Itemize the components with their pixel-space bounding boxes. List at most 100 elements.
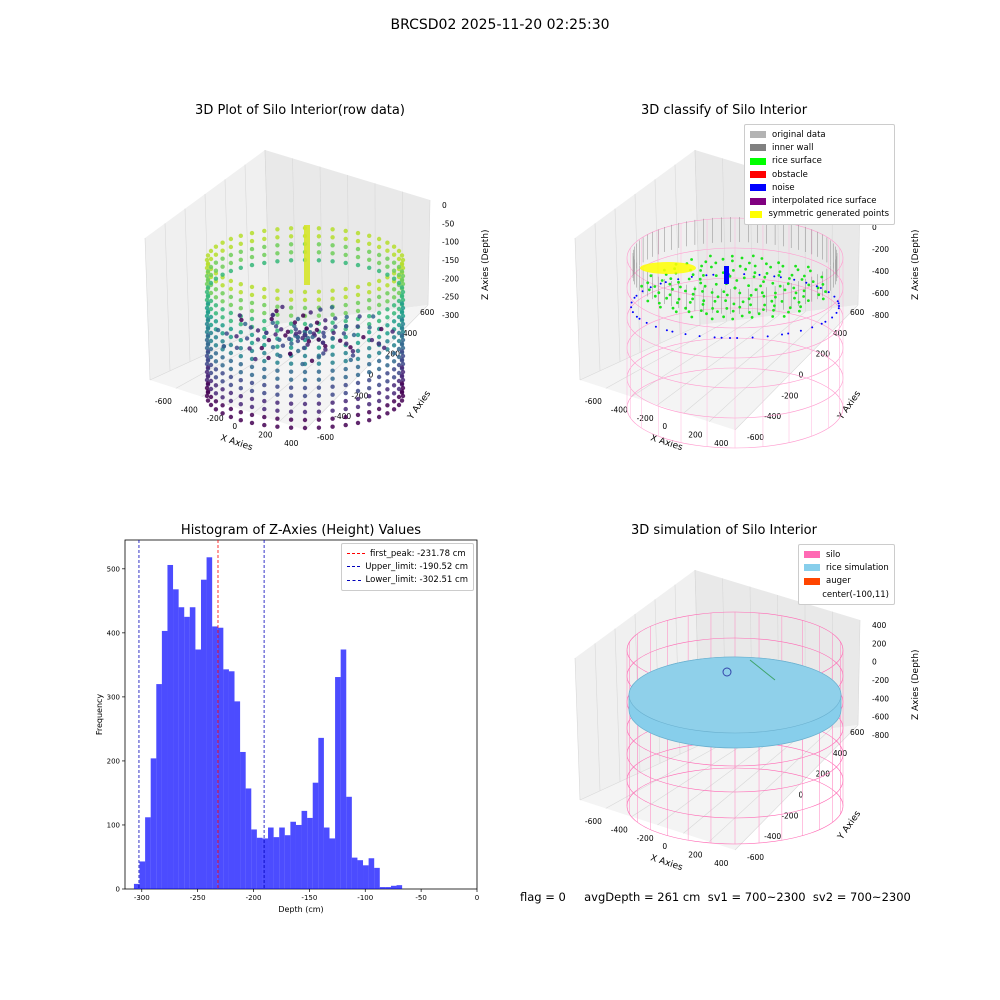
rice-surface-point — [660, 279, 664, 282]
raw-point — [376, 334, 382, 340]
raw-point — [367, 354, 372, 359]
raw-point — [262, 342, 267, 348]
rice-surface-point — [669, 277, 673, 280]
legend-label: first_peak: -231.78 cm — [370, 548, 466, 559]
rice-surface-point — [749, 293, 753, 297]
rice-surface-point — [721, 257, 725, 261]
raw-point — [367, 330, 372, 335]
raw-point — [213, 343, 219, 348]
y-axis-label: Frequency — [95, 694, 104, 736]
raw-point — [275, 392, 280, 397]
auger-line — [749, 659, 776, 681]
raw-point — [376, 302, 382, 308]
raw-point — [343, 374, 348, 380]
raw-point — [396, 322, 402, 328]
raw-point — [376, 366, 382, 372]
grid-line — [634, 193, 641, 353]
y-tick-label: 400 — [403, 329, 418, 338]
histogram-bar — [133, 883, 140, 889]
rice-surface-point — [749, 303, 752, 307]
raw-point — [396, 346, 402, 352]
raw-point — [348, 345, 353, 350]
x-axis-label: X Axies — [649, 433, 684, 453]
raw-point — [213, 359, 219, 364]
raw-point — [396, 394, 402, 400]
y-tick-label: -200 — [781, 391, 798, 400]
rice-surface-point — [693, 287, 697, 291]
histogram-bar — [200, 579, 207, 889]
raw-point — [355, 364, 361, 370]
raw-point — [302, 329, 307, 334]
raw-point — [367, 394, 372, 399]
histogram-bar — [173, 589, 179, 889]
raw-point — [367, 265, 372, 270]
grid-line — [722, 158, 727, 322]
raw-point — [205, 317, 211, 322]
raw-point — [355, 292, 361, 298]
raw-point — [296, 348, 301, 354]
raw-point — [391, 351, 397, 356]
legend-entry: center(-100,11) — [804, 588, 889, 601]
raw-point — [391, 335, 397, 340]
raw-point — [302, 417, 308, 423]
noise-point — [736, 337, 739, 339]
raw-point — [221, 344, 227, 349]
raw-point — [275, 424, 280, 429]
x-axis-label: Depth (cm) — [278, 905, 323, 914]
raw-point — [249, 332, 255, 338]
rice-surface-point — [716, 310, 719, 313]
legend-swatch — [750, 131, 766, 139]
raw-point — [330, 312, 335, 317]
x-tick-label: -400 — [611, 406, 628, 415]
rice-surface-point — [728, 274, 732, 278]
raw-point — [288, 425, 294, 430]
raw-point — [343, 406, 348, 412]
x-axis-label: X Axies — [219, 433, 254, 453]
raw-point — [288, 385, 294, 390]
raw-point — [367, 241, 372, 246]
raw-point — [288, 361, 294, 366]
grid-line — [734, 304, 859, 431]
raw-point — [220, 256, 225, 261]
classify-panel-title: 3D classify of Silo Interior — [640, 103, 808, 118]
raw-point — [331, 330, 336, 335]
rice-surface-point — [738, 291, 742, 295]
rice-surface-point — [803, 274, 806, 278]
y-tick-label: -600 — [317, 433, 334, 442]
raw-point — [309, 358, 315, 363]
legend-swatch — [347, 553, 365, 555]
raw-point — [399, 365, 405, 370]
raw-point — [288, 351, 293, 356]
noise-point — [819, 287, 822, 289]
raw-point — [249, 308, 255, 314]
noise-point — [649, 286, 652, 289]
raw-point — [220, 307, 225, 312]
histogram-bar — [295, 824, 302, 889]
rice-surface-point — [762, 294, 766, 298]
raw-point — [391, 276, 397, 281]
raw-point — [343, 390, 348, 396]
raw-point — [238, 386, 243, 391]
status-footer: flag = 0 avgDepth = 261 cm sv1 = 700~230… — [520, 890, 911, 904]
raw-point — [367, 290, 372, 295]
raw-point — [288, 313, 294, 318]
raw-point — [300, 361, 305, 367]
noise-point — [827, 291, 830, 294]
raw-point — [314, 320, 320, 325]
rice-surface-point — [797, 300, 801, 304]
legend-entry: obstacle — [750, 168, 889, 181]
raw-point — [208, 386, 214, 392]
raw-point — [396, 402, 402, 408]
raw-point — [396, 330, 402, 336]
raw-point — [213, 383, 219, 388]
rice-surface-point — [740, 256, 744, 260]
histogram-legend: first_peak: -231.78 cm Upper_limit: -190.… — [341, 543, 474, 591]
rice-surface-point — [807, 283, 811, 287]
histogram-bar — [273, 837, 280, 889]
x-tick-label: -100 — [357, 894, 373, 902]
rice-surface-point — [699, 281, 703, 285]
raw-point — [376, 252, 382, 258]
raw-3d-plot: -600-400-20002004006004002000-200-400-60… — [144, 149, 491, 453]
rice-surface-point — [699, 269, 702, 272]
rice-surface-point — [744, 267, 747, 271]
